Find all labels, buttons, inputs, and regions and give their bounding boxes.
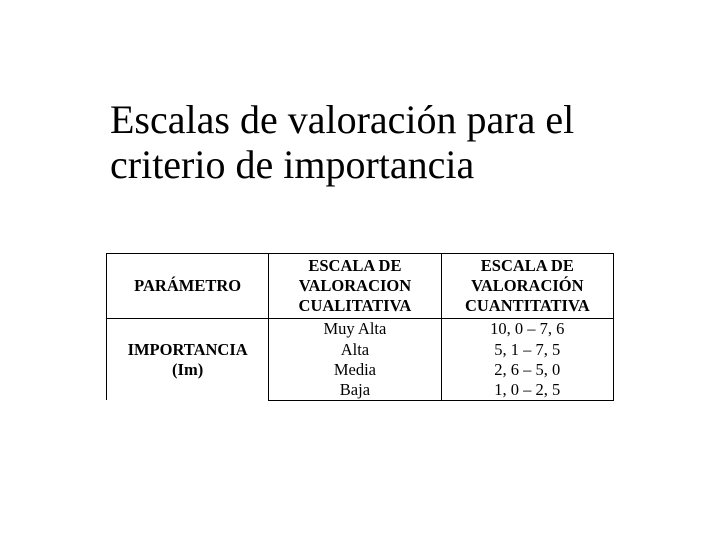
col-header-parametro: PARÁMETRO: [107, 254, 269, 319]
parametro-name: IMPORTANCIA: [128, 340, 248, 359]
table: PARÁMETRO ESCALA DE VALORACION CUALITATI…: [106, 253, 614, 401]
table-row: IMPORTANCIA (Im) Muy Alta 10, 0 – 7, 6: [107, 319, 614, 340]
col-header-cualitativa: ESCALA DE VALORACION CUALITATIVA: [269, 254, 441, 319]
cell-cuantitativa: 10, 0 – 7, 6: [441, 319, 613, 340]
cell-cualitativa: Media: [269, 360, 441, 380]
cell-cualitativa: Muy Alta: [269, 319, 441, 340]
cell-cuantitativa: 5, 1 – 7, 5: [441, 340, 613, 360]
parametro-code: (Im): [172, 360, 203, 379]
cell-cualitativa: Alta: [269, 340, 441, 360]
cell-cuantitativa: 1, 0 – 2, 5: [441, 380, 613, 401]
table-header-row: PARÁMETRO ESCALA DE VALORACION CUALITATI…: [107, 254, 614, 319]
cell-parametro: IMPORTANCIA (Im): [107, 319, 269, 401]
valuation-table: PARÁMETRO ESCALA DE VALORACION CUALITATI…: [106, 253, 614, 401]
cell-cualitativa: Baja: [269, 380, 441, 401]
slide: Escalas de valoración para el criterio d…: [0, 0, 720, 540]
slide-title: Escalas de valoración para el criterio d…: [110, 98, 695, 188]
col-header-cuantitativa: ESCALA DE VALORACIÓN CUANTITATIVA: [441, 254, 613, 319]
cell-cuantitativa: 2, 6 – 5, 0: [441, 360, 613, 380]
